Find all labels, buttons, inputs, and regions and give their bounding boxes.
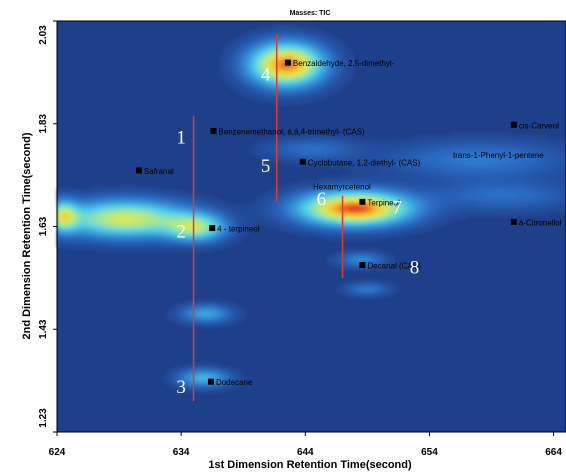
compound-marker bbox=[359, 198, 366, 205]
compound-labels: Benzaldehyde, 2,5-dimethyl- Benzenemethan… bbox=[135, 59, 562, 387]
x-axis-label: 1st Dimension Retention Time(second) bbox=[208, 459, 412, 471]
compound-label: Benzaldehyde, 2,5-dimethyl- bbox=[293, 59, 395, 68]
compound-9: 4 - terpineol bbox=[209, 225, 260, 234]
compound-label: Benzenemethanol, á,á,4-trimethyl- (CAS) bbox=[218, 127, 365, 136]
compound-label: á-Citronellol bbox=[519, 218, 562, 227]
compound-7: Hexamyrcetenol bbox=[313, 182, 371, 191]
y-tick-label: 2.03 bbox=[38, 25, 49, 45]
group-number-8: 8 bbox=[410, 258, 420, 279]
compound-marker bbox=[210, 127, 217, 134]
compound-marker bbox=[209, 225, 216, 232]
compound-marker bbox=[207, 378, 214, 385]
compound-label: Safranal bbox=[144, 167, 174, 176]
compound-label: Hexamyrcetenol bbox=[313, 182, 371, 191]
compound-label: trans-1-Phenyl-1-pentene bbox=[453, 151, 544, 160]
compound-11: Decanal (CAS) bbox=[359, 262, 421, 271]
compound-marker bbox=[299, 158, 306, 165]
compound-label: cis-Carveol bbox=[519, 121, 559, 130]
compound-label: Decanal (CAS) bbox=[367, 262, 421, 271]
y-tick-label: 1.23 bbox=[38, 408, 49, 428]
compound-6: trans-1-Phenyl-1-pentene bbox=[453, 151, 544, 160]
group-number-5: 5 bbox=[261, 156, 271, 177]
y-axis-ticks: 1.23 1.43 1.63 1.83 2.03 bbox=[38, 20, 57, 433]
compound-2: Benzenemethanol, á,á,4-trimethyl- (CAS) bbox=[210, 127, 365, 136]
chart-title: Masses: TIC bbox=[290, 10, 331, 17]
compound-marker bbox=[510, 218, 517, 225]
y-tick-label: 1.83 bbox=[38, 114, 49, 134]
compound-3: cis-Carveol bbox=[510, 121, 559, 130]
group-number-3: 3 bbox=[176, 377, 186, 398]
compound-marker bbox=[135, 167, 142, 174]
x-tick-label: 664 bbox=[545, 447, 562, 458]
x-tick-label: 624 bbox=[49, 447, 66, 458]
y-tick-label: 1.43 bbox=[38, 319, 49, 339]
compound-marker bbox=[359, 262, 366, 269]
compound-label: 4 - terpineol bbox=[217, 225, 259, 234]
x-tick-label: 644 bbox=[297, 447, 314, 458]
compound-4: Safranal bbox=[135, 167, 174, 176]
compound-8: Terpineol bbox=[359, 198, 400, 207]
vertical-lines bbox=[192, 33, 344, 402]
x-axis-ticks: 624 634 644 654 664 bbox=[49, 432, 562, 458]
group-number-7: 7 bbox=[392, 197, 402, 218]
compound-marker bbox=[284, 59, 291, 66]
group-numbers: 1 2 3 4 5 6 7 8 bbox=[176, 64, 419, 397]
compound-label: Dodecane bbox=[216, 378, 253, 387]
group-number-1: 1 bbox=[176, 128, 186, 149]
compound-5: Cyclobutane, 1,2-diethyl- (CAS) bbox=[299, 158, 421, 167]
compound-marker bbox=[510, 121, 517, 128]
compound-1: Benzaldehyde, 2,5-dimethyl- bbox=[284, 59, 395, 68]
x-tick-label: 654 bbox=[421, 447, 438, 458]
compound-10: á-Citronellol bbox=[510, 218, 562, 227]
y-tick-label: 1.63 bbox=[38, 216, 49, 236]
compound-12: Dodecane bbox=[207, 378, 253, 387]
x-tick-label: 634 bbox=[173, 447, 190, 458]
compound-label: Cyclobutane, 1,2-diethyl- (CAS) bbox=[308, 158, 421, 167]
y-axis-label: 2nd Dimension Retention Time(second) bbox=[21, 132, 33, 339]
group-number-4: 4 bbox=[261, 64, 271, 85]
group-number-2: 2 bbox=[176, 222, 186, 243]
group-number-6: 6 bbox=[317, 189, 327, 210]
compound-label: Terpineol bbox=[367, 198, 400, 207]
